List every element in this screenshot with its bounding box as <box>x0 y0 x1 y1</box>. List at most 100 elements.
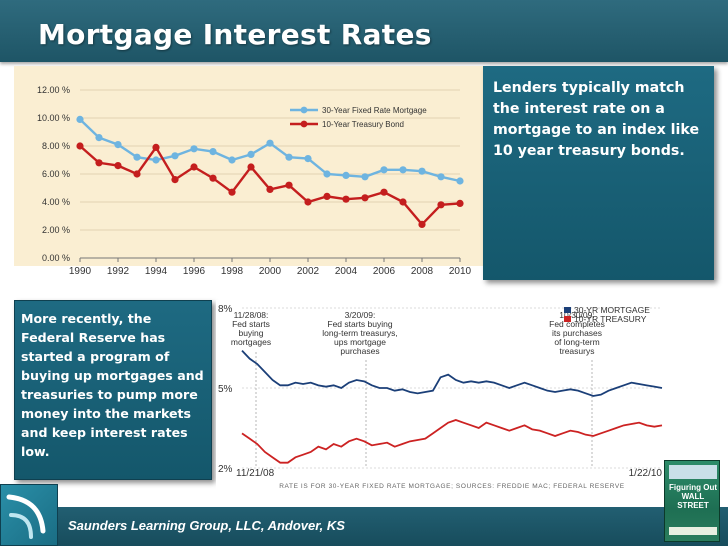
chart1-point <box>209 148 217 156</box>
book-cover-author-strip <box>669 527 717 535</box>
chart1-xtick-label: 1994 <box>145 266 168 277</box>
chart1-point <box>190 163 198 171</box>
chart1-ytick-label: 10.00 % <box>37 113 70 123</box>
chart1-point <box>76 142 84 150</box>
chart1-point <box>361 173 369 181</box>
chart2-annotation-text: Fed starts buying <box>327 319 392 329</box>
footer-text: Saunders Learning Group, LLC, Andover, K… <box>68 518 345 533</box>
chart2-annotation-box <box>222 310 280 350</box>
book-cover-image: Figuring Out WALL STREET <box>664 460 720 542</box>
chart1-legend-label: 30-Year Fixed Rate Mortgage <box>322 106 427 115</box>
chart1-xtick-label: 1996 <box>183 266 206 277</box>
chart1-point <box>323 170 331 178</box>
chart1-point <box>114 141 122 149</box>
chart1-point <box>95 134 103 142</box>
footer-bar: Saunders Learning Group, LLC, Andover, K… <box>0 507 728 546</box>
chart2-annotation-text: purchases <box>340 346 379 356</box>
chart1-point <box>323 192 331 200</box>
chart2-series-line-0 <box>241 350 663 397</box>
chart1-point <box>114 162 122 170</box>
annual-rates-chart: 0.00 % 2.00 % 4.00 % 6.00 % 8.00 % 10.00 % 12.… <box>14 66 484 288</box>
chart1-point <box>304 155 312 163</box>
chart1-point <box>247 163 255 171</box>
chart1-point <box>228 156 236 164</box>
chart1-point <box>133 153 141 161</box>
chart2-annotation-text: Fed starts <box>232 319 270 329</box>
title-bar: Mortgage Interest Rates <box>0 0 728 62</box>
chart1-ytick-label: 12.00 % <box>37 85 70 95</box>
chart1-ytick-label: 8.00 % <box>42 141 70 151</box>
chart2-annotation-text: 11/28/08: <box>234 310 269 320</box>
chart1-xtick-label: 2010 <box>449 266 472 277</box>
chart1-point <box>171 152 179 160</box>
chart1-point <box>342 195 350 203</box>
chart2-annotation-text: 10/30/09: <box>559 310 594 320</box>
chart1-ytick-label: 0.00 % <box>42 253 70 263</box>
chart1-point <box>95 159 103 167</box>
chart1-point <box>380 166 388 174</box>
chart1-point <box>304 198 312 206</box>
chart2-series-line-1 <box>241 419 663 464</box>
chart2-legend-swatch <box>564 307 571 313</box>
chart1-point <box>285 181 293 189</box>
chart1-point <box>228 188 236 196</box>
chart1-point <box>456 177 464 185</box>
chart2-x-end-label: 1/22/10 <box>629 468 663 479</box>
chart1-xtick-label: 2002 <box>297 266 320 277</box>
chart1-xtick-label: 1990 <box>69 266 92 277</box>
chart1-ytick-label: 4.00 % <box>42 197 70 207</box>
chart1-point <box>361 194 369 202</box>
book-cover-title: Figuring Out WALL STREET <box>669 483 717 510</box>
chart1-legend-marker <box>300 120 308 128</box>
callout-federal-reserve: More recently, the Federal Reserve has s… <box>14 300 212 480</box>
chart1-xtick-label: 1992 <box>107 266 130 277</box>
chart2-legend-swatch <box>564 316 571 322</box>
chart1-point <box>133 170 141 178</box>
chart1-xtick-label: 2006 <box>373 266 396 277</box>
book-cover-strip <box>669 465 717 479</box>
chart1-xtick-label: 1998 <box>221 266 244 277</box>
chart1-point <box>152 156 160 164</box>
chart1-point <box>399 166 407 174</box>
logo-icon <box>0 484 58 546</box>
chart1-point <box>171 176 179 184</box>
chart2-x-start-label: 11/21/08 <box>236 468 275 479</box>
chart1-xtick-label: 2000 <box>259 266 282 277</box>
logo-swirl-icon <box>6 494 46 539</box>
chart1-xtick-label: 2008 <box>411 266 434 277</box>
chart2-legend-label: 30-YR MORTGAGE <box>574 305 650 315</box>
chart1-point <box>152 143 160 151</box>
chart2-annotation-text: its purchases <box>552 328 602 338</box>
chart2-annotation-text: ups mortgage <box>334 337 386 347</box>
chart2-annotation-text: long-term treasurys, <box>322 328 398 338</box>
slide-title: Mortgage Interest Rates <box>38 18 432 51</box>
chart1-point <box>437 201 445 209</box>
chart1-point <box>209 174 217 182</box>
chart2-source-note: RATE IS FOR 30-YEAR FIXED RATE MORTGAGE;… <box>279 483 625 490</box>
chart2-annotation-text: of long-term <box>554 337 599 347</box>
chart2-annotation-box <box>536 310 618 359</box>
chart2-ytick-label: 5% <box>218 384 233 395</box>
chart1-point <box>266 185 274 193</box>
chart1-point <box>342 171 350 179</box>
chart1-point <box>399 198 407 206</box>
chart1-ytick-label: 2.00 % <box>42 225 70 235</box>
chart1-point <box>190 145 198 153</box>
callout-lenders: Lenders typically match the interest rat… <box>483 66 714 280</box>
chart1-xtick-label: 2004 <box>335 266 358 277</box>
chart1-point <box>247 150 255 158</box>
chart1-ytick-label: 6.00 % <box>42 169 70 179</box>
chart2-annotation-text: buying <box>238 328 263 338</box>
chart1-legend-label: 10-Year Treasury Bond <box>322 120 404 129</box>
chart1-legend-marker <box>300 106 308 114</box>
chart2-ytick-label: 8% <box>218 304 233 315</box>
chart1-point <box>285 153 293 161</box>
chart1-point <box>380 188 388 196</box>
chart1-point <box>266 139 274 147</box>
chart1-point <box>437 173 445 181</box>
chart1-point <box>418 220 426 228</box>
annual-rates-svg: 0.00 % 2.00 % 4.00 % 6.00 % 8.00 % 10.00 % 12.… <box>14 66 484 277</box>
chart2-annotation-text: treasurys <box>560 346 595 356</box>
chart1-point <box>456 199 464 207</box>
chart2-ytick-label: 2% <box>218 464 233 475</box>
